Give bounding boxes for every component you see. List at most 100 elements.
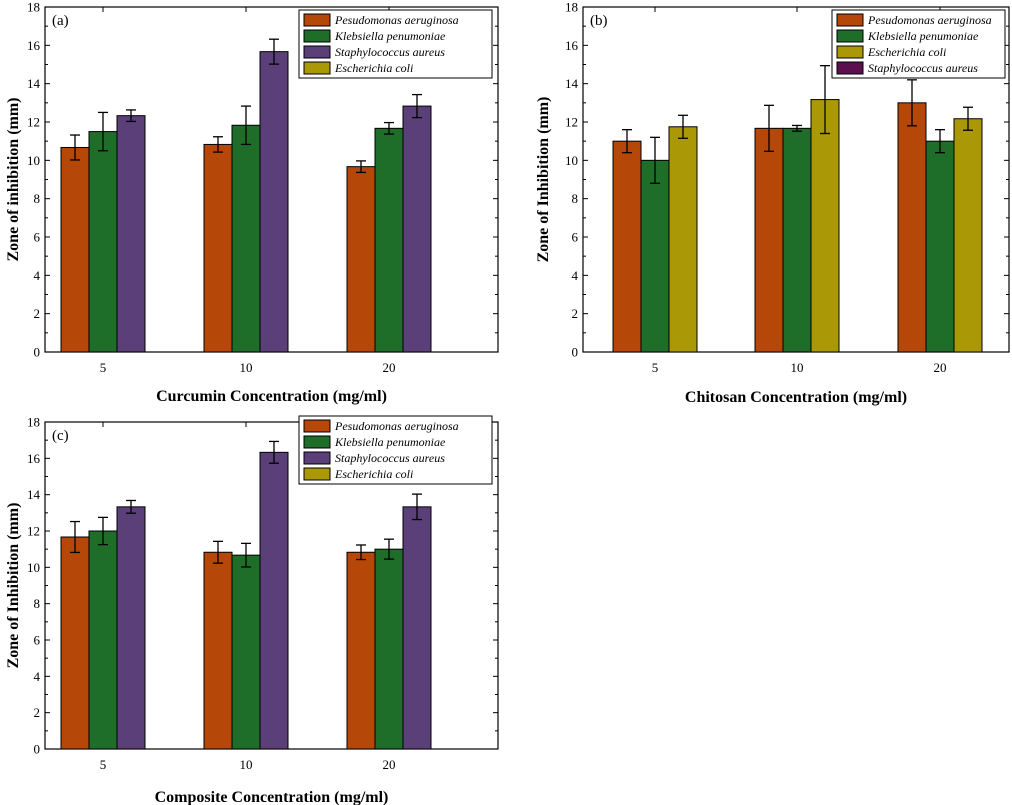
x-axis-title: Chitosan Concentration (mg/ml): [685, 389, 907, 406]
legend-label: Pesudomonas aeruginosa: [334, 419, 459, 433]
bar: [346, 166, 376, 353]
bar: [953, 118, 983, 353]
legend-label: Escherichia coli: [334, 467, 413, 481]
y-tick-label: 14: [27, 487, 41, 502]
y-tick-label: 18: [27, 415, 40, 430]
x-tick-label: 20: [934, 360, 947, 375]
legend-swatch: [303, 13, 331, 27]
bar: [60, 146, 90, 353]
legend-label: Staphylococcus aureus: [868, 61, 978, 75]
y-tick-label: 6: [572, 230, 579, 245]
legend-swatch: [303, 451, 331, 465]
y-tick-label: 16: [565, 38, 579, 53]
x-axis-title: Curcumin Concentration (mg/ml): [156, 388, 387, 405]
chart-panel-b: 0 2 4 6 8 10 12 14 16 18 5 10 20 (b) Chitosan Concentr…: [535, 0, 1010, 406]
y-tick-label: 8: [572, 191, 579, 206]
y-tick-label: 2: [34, 306, 41, 321]
bar: [612, 140, 642, 353]
legend-swatch: [303, 45, 331, 59]
bar: [754, 127, 784, 353]
y-tick-label: 12: [27, 524, 40, 539]
bar: [402, 506, 432, 750]
y-tick-label: 2: [572, 306, 579, 321]
bar: [668, 126, 698, 353]
legend-swatch: [303, 61, 331, 75]
y-tick-label: 10: [27, 560, 40, 575]
y-tick-label: 16: [27, 38, 41, 53]
y-tick-label: 4: [572, 268, 579, 283]
bar: [925, 140, 955, 353]
chart-panel-c: 0 2 4 6 8 10 12 14 16 18 5 10 20 (c) Composite Concent…: [5, 415, 499, 805]
legend: Pesudomonas aeruginosa Klebsiella penumon…: [298, 9, 493, 79]
chart-panel-a: 0 2 4 6 8 10 12 14 16 18 5 10 20 (a) Curcumin Concentr…: [5, 0, 499, 405]
legend-swatch: [303, 467, 331, 481]
legend-swatch: [836, 29, 864, 43]
bar: [640, 159, 670, 353]
legend-label: Staphylococcus aureus: [335, 451, 445, 465]
y-tick-label: 18: [27, 0, 40, 15]
bar: [231, 124, 261, 353]
x-tick-label: 20: [383, 360, 396, 375]
y-tick-label: 10: [565, 153, 578, 168]
y-tick-label: 8: [34, 191, 41, 206]
legend-box: [298, 415, 493, 485]
legend-label: Klebsiella penumoniae: [334, 435, 446, 449]
bar: [897, 102, 927, 353]
y-tick-label: 0: [572, 345, 579, 360]
legend-label: Pesudomonas aeruginosa: [867, 13, 992, 27]
y-tick-label: 14: [565, 76, 579, 91]
bar: [259, 451, 289, 750]
x-axis-title: Composite Concentration (mg/ml): [155, 789, 389, 805]
y-tick-label: 16: [27, 451, 41, 466]
y-axis-title: Zone of Inhibition (mm): [535, 97, 552, 263]
x-tick-label: 10: [791, 360, 804, 375]
panel-label: (a): [52, 13, 69, 29]
y-axis-title: Zone of Inhibition (mm): [5, 503, 22, 669]
bar: [88, 530, 118, 750]
bar: [402, 105, 432, 353]
panel-label: (c): [52, 428, 69, 444]
bar: [346, 551, 376, 750]
bar: [203, 143, 233, 353]
legend-swatch: [303, 419, 331, 433]
legend-swatch: [836, 61, 864, 75]
legend-swatch: [303, 29, 331, 43]
bar: [782, 127, 812, 353]
legend: Pesudomonas aeruginosa Klebsiella penumon…: [298, 415, 493, 485]
y-axis-title: Zone of inhibition (mm): [5, 97, 22, 261]
bar: [88, 131, 118, 353]
bar: [203, 551, 233, 750]
bar: [116, 506, 146, 750]
x-tick-label: 5: [100, 757, 107, 772]
x-tick-label: 20: [383, 757, 396, 772]
panel-label: (b): [590, 13, 608, 29]
y-tick-label: 4: [34, 669, 41, 684]
legend-swatch: [836, 13, 864, 27]
x-tick-label: 5: [652, 360, 659, 375]
legend-label: Escherichia coli: [334, 61, 413, 75]
legend-label: Klebsiella penumoniae: [867, 29, 979, 43]
x-tick-label: 10: [240, 757, 253, 772]
legend-swatch: [836, 45, 864, 59]
legend-label: Pesudomonas aeruginosa: [334, 13, 459, 27]
y-tick-label: 14: [27, 76, 41, 91]
bar: [810, 99, 840, 353]
y-tick-label: 0: [34, 345, 41, 360]
legend-label: Escherichia coli: [867, 45, 946, 59]
y-tick-label: 6: [34, 633, 41, 648]
y-tick-label: 0: [34, 742, 41, 757]
bar: [231, 554, 261, 750]
y-tick-label: 18: [565, 0, 578, 15]
legend-box: [298, 9, 493, 79]
x-tick-label: 5: [100, 360, 107, 375]
x-tick-label: 10: [240, 360, 253, 375]
y-tick-label: 12: [27, 115, 40, 130]
legend: Pesudomonas aeruginosa Klebsiella penumon…: [831, 9, 1006, 79]
y-tick-label: 10: [27, 153, 40, 168]
legend-swatch: [303, 435, 331, 449]
y-tick-label: 2: [34, 705, 41, 720]
legend-label: Staphylococcus aureus: [335, 45, 445, 59]
bar: [60, 536, 90, 750]
y-tick-label: 4: [34, 268, 41, 283]
